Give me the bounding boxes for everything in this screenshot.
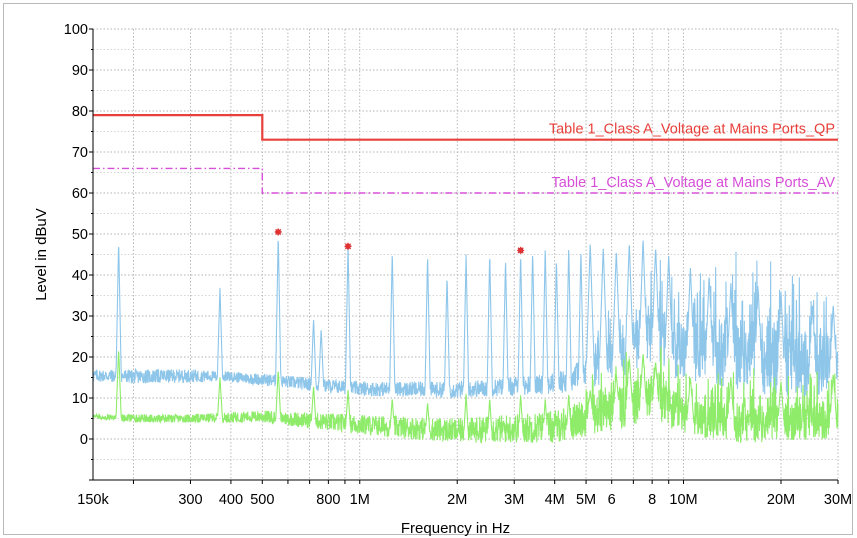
limit-lines: Table 1_Class A_Voltage at Mains Ports_Q…: [93, 114, 838, 194]
x-tick-label: 4M: [545, 492, 565, 508]
y-tick-label: 20: [72, 350, 88, 366]
y-tick-label: 90: [72, 63, 88, 79]
x-tick-label: 5M: [576, 492, 596, 508]
x-tick-label: 300: [178, 492, 202, 508]
x-tick-label: 8: [648, 492, 656, 508]
peak-markers: [274, 228, 525, 254]
x-tick-label: 3M: [504, 492, 524, 508]
x-tick-label: 30M: [824, 492, 852, 508]
y-tick-label: 70: [72, 145, 88, 161]
measurement-traces: [92, 240, 839, 444]
y-tick-label: 0: [80, 432, 88, 448]
y-tick-label: 30: [72, 309, 88, 325]
tick-labels: 0 10 20 30 40 50 60 70 80 90 100 150k 300 400 500 800 1M…: [64, 22, 852, 508]
limit-line-label-1: Table 1_Class A_Voltage at Mains Ports_Q…: [549, 122, 835, 138]
peak-marker-star: [517, 246, 525, 254]
trace-line-1: [92, 240, 839, 399]
x-tick-label: 1M: [350, 492, 370, 508]
x-tick-label: 800: [316, 492, 340, 508]
limit-line-2: [93, 167, 838, 194]
trace-line-2: [92, 346, 839, 444]
x-axis-label: Frequency in Hz: [401, 520, 510, 537]
limit-line-label-2: Table 1_Class A_Voltage at Mains Ports_A…: [552, 175, 836, 191]
limit-line-1: [93, 114, 838, 141]
peak-marker-star: [274, 228, 282, 236]
x-tick-label: 150k: [77, 492, 109, 508]
chart-frame: [3, 3, 853, 535]
x-tick-label: 2M: [447, 492, 467, 508]
x-tick-label: 10M: [669, 492, 697, 508]
y-tick-label: 40: [72, 268, 88, 284]
y-tick-label: 60: [72, 186, 88, 202]
peak-marker-2: [344, 242, 352, 250]
peak-marker-1: [274, 228, 282, 236]
y-axis-label: Level in dBuV: [33, 208, 50, 301]
x-tick-label: 400: [219, 492, 243, 508]
peak-marker-3: [517, 246, 525, 254]
y-tick-label: 50: [72, 227, 88, 243]
y-tick-label: 10: [72, 391, 88, 407]
y-tick-label: 100: [64, 22, 88, 38]
x-tick-label: 6: [608, 492, 616, 508]
x-tick-label: 20M: [767, 492, 795, 508]
grid: [93, 28, 839, 481]
axes: [89, 28, 839, 484]
y-tick-label: 80: [72, 104, 88, 120]
peak-marker-star: [344, 242, 352, 250]
x-tick-label: 500: [250, 492, 274, 508]
